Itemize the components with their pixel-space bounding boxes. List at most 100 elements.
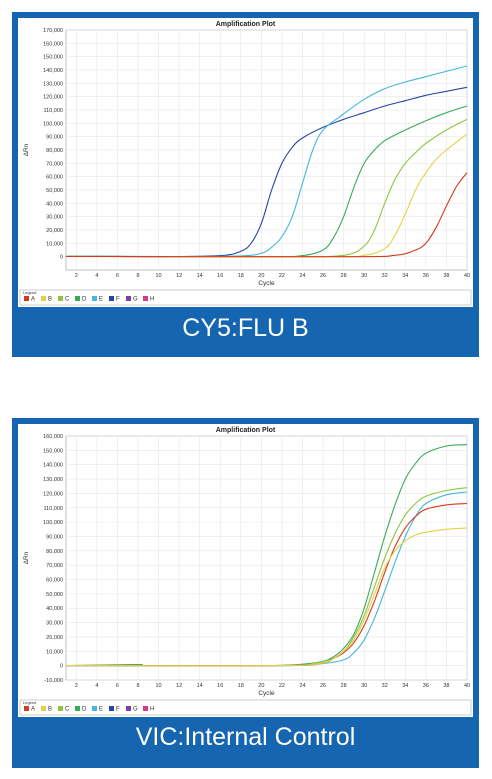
x-tick-label: 2 xyxy=(75,683,78,689)
x-tick-label: 12 xyxy=(176,273,182,279)
legend-box xyxy=(19,289,472,306)
x-tick-label: 14 xyxy=(197,683,203,689)
legend-label[interactable]: F xyxy=(116,297,120,303)
x-tick-label: 6 xyxy=(116,683,119,689)
x-tick-label: 4 xyxy=(95,683,98,689)
x-tick-label: 4 xyxy=(95,273,98,279)
y-tick-label: 140,000 xyxy=(43,68,63,74)
legend-swatch[interactable] xyxy=(41,296,46,301)
chart-title: Amplification Plot xyxy=(216,427,276,434)
y-tick-label: 30,000 xyxy=(46,215,63,221)
chart-panel-cy5: Amplification Plot 0 10,000 20,000 30,000 40,… xyxy=(12,12,479,357)
legend-label[interactable]: A xyxy=(31,297,35,303)
y-tick-label: 40,000 xyxy=(46,201,63,207)
legend-swatch[interactable] xyxy=(58,706,63,711)
legend-swatch[interactable] xyxy=(24,706,29,711)
legend-label[interactable]: G xyxy=(133,297,138,303)
y-tick-label: 50,000 xyxy=(46,188,63,194)
x-tick-label: 8 xyxy=(136,683,139,689)
legend-caption: Legend xyxy=(23,290,36,295)
y-axis-label: ΔRn xyxy=(23,551,30,564)
y-tick-label: 130,000 xyxy=(43,81,63,87)
y-tick-label: 160,000 xyxy=(43,434,63,440)
x-tick-label: 24 xyxy=(299,273,305,279)
plot-area: Amplification Plot -10,000 0 10,000 20,000 30… xyxy=(18,424,473,717)
x-tick-label: 2 xyxy=(75,273,78,279)
x-tick-label: 20 xyxy=(258,273,264,279)
y-tick-label: 130,000 xyxy=(43,477,63,483)
legend-swatch[interactable] xyxy=(126,296,131,301)
legend-label[interactable]: E xyxy=(99,297,103,303)
legend-label[interactable]: F xyxy=(116,707,120,713)
legend-label[interactable]: C xyxy=(65,297,70,303)
x-tick-label: 24 xyxy=(299,683,305,689)
legend-swatch[interactable] xyxy=(75,296,80,301)
x-tick-label: 26 xyxy=(320,273,326,279)
legend-label[interactable]: H xyxy=(150,297,154,303)
panel-caption: CY5:FLU B xyxy=(182,314,309,342)
x-tick-label: 14 xyxy=(197,273,203,279)
y-tick-label: 80,000 xyxy=(46,549,63,555)
legend-label[interactable]: D xyxy=(82,297,87,303)
x-axis-label: Cycle xyxy=(258,280,275,287)
plot-frame xyxy=(65,435,468,681)
legend-label[interactable]: E xyxy=(99,707,103,713)
legend-swatch[interactable] xyxy=(24,296,29,301)
y-tick-label: 40,000 xyxy=(46,606,63,612)
legend-label[interactable]: D xyxy=(82,707,87,713)
legend-label[interactable]: B xyxy=(48,297,52,303)
legend-swatch[interactable] xyxy=(143,296,148,301)
y-tick-label: 150,000 xyxy=(43,448,63,454)
x-tick-label: 30 xyxy=(361,273,367,279)
amplification-plot-chart: Amplification Plot -10,000 0 10,000 20,000 30… xyxy=(19,427,472,716)
x-tick-label: 22 xyxy=(279,683,285,689)
x-tick-label: 36 xyxy=(423,683,429,689)
x-tick-label: 32 xyxy=(382,273,388,279)
x-tick-label: 36 xyxy=(423,273,429,279)
y-tick-label: 80,000 xyxy=(46,148,63,154)
panel-caption: VIC:Internal Control xyxy=(135,723,356,751)
legend-swatch[interactable] xyxy=(92,296,97,301)
x-tick-label: 38 xyxy=(443,273,449,279)
legend-label[interactable]: G xyxy=(133,707,138,713)
x-tick-label: 16 xyxy=(217,273,223,279)
x-tick-label: 40 xyxy=(464,683,470,689)
x-tick-label: 22 xyxy=(279,273,285,279)
x-tick-label: 28 xyxy=(341,683,347,689)
x-tick-label: 30 xyxy=(361,683,367,689)
legend-swatch[interactable] xyxy=(41,706,46,711)
y-tick-label: 100,000 xyxy=(43,121,63,127)
legend-label[interactable]: A xyxy=(31,707,35,713)
legend-swatch[interactable] xyxy=(58,296,63,301)
legend-box xyxy=(19,699,472,716)
series-line-f xyxy=(65,86,468,258)
y-tick-label: 120,000 xyxy=(43,491,63,497)
legend-swatch[interactable] xyxy=(109,296,114,301)
legend-caption: Legend xyxy=(23,700,36,705)
y-tick-label: 90,000 xyxy=(46,534,63,540)
legend-swatch[interactable] xyxy=(92,706,97,711)
legend-label[interactable]: H xyxy=(150,707,154,713)
x-tick-label: 34 xyxy=(402,683,408,689)
series-line-a xyxy=(65,172,468,258)
legend-label[interactable]: C xyxy=(65,707,70,713)
x-axis-label: Cycle xyxy=(258,690,275,697)
legend-swatch[interactable] xyxy=(75,706,80,711)
legend-swatch[interactable] xyxy=(109,706,114,711)
x-tick-label: 6 xyxy=(116,273,119,279)
legend-swatch[interactable] xyxy=(143,706,148,711)
x-tick-label: 10 xyxy=(155,273,161,279)
x-tick-label: 18 xyxy=(238,683,244,689)
amplification-plot-chart: Amplification Plot 0 10,000 20,000 30,000 40,… xyxy=(19,21,472,306)
chart-title: Amplification Plot xyxy=(216,21,276,28)
y-tick-label: 20,000 xyxy=(46,635,63,641)
x-tick-label: 34 xyxy=(402,273,408,279)
y-tick-label: 110,000 xyxy=(44,108,63,114)
legend-swatch[interactable] xyxy=(126,706,131,711)
legend-label[interactable]: B xyxy=(48,707,52,713)
x-tick-label: 28 xyxy=(341,273,347,279)
y-tick-label: 10,000 xyxy=(46,649,63,655)
y-tick-label: 50,000 xyxy=(46,592,63,598)
y-axis-label: ΔRn xyxy=(23,143,30,156)
series-line-e xyxy=(65,65,468,258)
